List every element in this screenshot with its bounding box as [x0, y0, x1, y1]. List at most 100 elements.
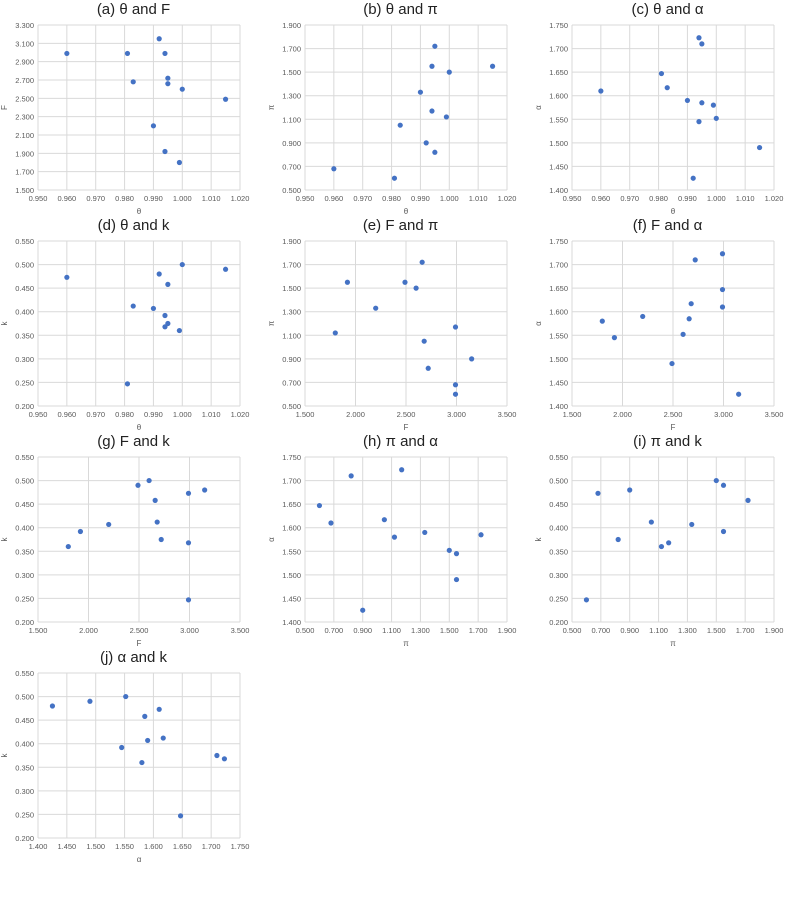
y-axis-label: α [534, 321, 543, 326]
data-point [77, 528, 84, 535]
x-tick-label: 0.990 [144, 194, 163, 203]
x-tick-label: 1.010 [469, 194, 488, 203]
x-axis-label: F [671, 423, 676, 432]
x-tick-label: 0.990 [411, 194, 430, 203]
x-tick-label: 3.000 [714, 410, 733, 419]
data-point [658, 70, 665, 77]
y-tick-label: 1.450 [549, 162, 568, 171]
data-point [710, 102, 716, 108]
chart-title: (a) θ and F [96, 1, 171, 18]
data-point [429, 63, 435, 69]
y-tick-label: 1.650 [549, 68, 568, 77]
y-tick-label: 0.500 [282, 186, 301, 195]
x-tick-label: 1.400 [29, 842, 48, 851]
y-axis-label: π [267, 320, 276, 326]
y-tick-label: 1.900 [282, 21, 301, 30]
y-tick-label: 2.500 [15, 94, 34, 103]
chart-panel: 0.950 0.960 0.970 0.980 0.990 1.000 1.010 1.020… [534, 0, 800, 216]
x-tick-label: 2.000 [346, 410, 365, 419]
x-tick-label: 1.300 [678, 626, 697, 635]
y-tick-label: 1.450 [549, 378, 568, 387]
y-tick-label: 1.700 [282, 477, 301, 486]
data-point [595, 490, 601, 496]
x-tick-label: 0.900 [620, 626, 639, 635]
x-tick-label: 1.750 [231, 842, 250, 851]
y-tick-label: 1.750 [549, 21, 568, 30]
data-point [469, 356, 475, 362]
x-tick-label: 0.700 [591, 626, 610, 635]
data-point [453, 576, 460, 583]
y-tick-label: 0.200 [15, 834, 34, 843]
y-tick-label: 1.100 [282, 115, 301, 124]
x-tick-label: 0.970 [86, 194, 105, 203]
y-tick-label: 0.300 [15, 571, 34, 580]
data-point [214, 752, 220, 759]
y-axis-label: F [0, 105, 9, 110]
chart-panel: 1.500 2.000 2.500 3.000 3.500 0.200 0.250 0.300… [0, 432, 267, 648]
x-tick-label: 2.000 [79, 626, 98, 635]
y-tick-label: 0.250 [15, 378, 34, 387]
x-tick-label: 1.500 [29, 626, 48, 635]
data-point [165, 320, 171, 327]
data-point [478, 532, 484, 538]
data-point [331, 166, 337, 172]
data-point [599, 318, 605, 324]
y-tick-label: 1.500 [282, 284, 301, 293]
x-tick-label: 1.600 [144, 842, 163, 851]
x-tick-label: 1.100 [382, 626, 401, 635]
y-tick-label: 0.300 [549, 571, 568, 580]
data-point [666, 540, 672, 546]
data-point [135, 482, 141, 488]
y-tick-label: 0.500 [282, 402, 301, 411]
data-point [152, 497, 158, 503]
data-point [664, 85, 670, 91]
data-point [176, 159, 182, 166]
chart-panel: 0.500 0.700 0.900 1.100 1.300 1.500 1.700 1.900… [267, 432, 534, 648]
data-point [615, 536, 621, 543]
data-point [156, 36, 162, 42]
y-tick-label: 0.400 [549, 524, 568, 533]
data-point [719, 304, 726, 310]
x-tick-label: 1.650 [173, 842, 192, 851]
data-point [688, 301, 694, 307]
data-point [185, 597, 192, 603]
data-point [489, 63, 496, 69]
data-point [417, 89, 424, 95]
x-tick-label: 0.960 [324, 194, 343, 203]
data-point [720, 528, 727, 535]
data-point [696, 119, 702, 125]
y-tick-label: 0.250 [15, 594, 34, 603]
x-tick-label: 1.500 [86, 842, 105, 851]
x-tick-label: 1.020 [231, 194, 250, 203]
y-tick-label: 0.300 [15, 355, 34, 364]
data-point [87, 698, 93, 704]
chart-svg: 1.400 1.450 1.500 1.550 1.600 1.650 1.700 1.750… [0, 669, 250, 864]
y-tick-label: 0.450 [15, 500, 34, 509]
y-tick-label: 0.500 [549, 477, 568, 486]
data-point [402, 279, 408, 285]
x-tick-label: 1.500 [296, 410, 315, 419]
x-tick-label: 1.010 [202, 194, 221, 203]
data-point [332, 330, 338, 336]
y-tick-label: 0.300 [15, 787, 34, 796]
x-tick-label: 1.500 [440, 626, 459, 635]
data-point [162, 50, 168, 57]
y-tick-label: 1.600 [549, 92, 568, 101]
x-tick-label: 1.700 [469, 626, 488, 635]
data-point [692, 257, 698, 263]
data-point [221, 756, 228, 762]
data-point [202, 487, 208, 493]
data-point [648, 519, 654, 525]
y-tick-label: 1.100 [282, 331, 301, 340]
data-point [381, 517, 387, 523]
data-point [719, 286, 726, 293]
x-tick-label: 1.020 [765, 194, 784, 203]
data-point [150, 305, 157, 312]
data-point [669, 360, 675, 367]
data-point [686, 316, 692, 322]
data-point [162, 312, 168, 319]
data-point [446, 69, 452, 75]
x-tick-label: 1.100 [649, 626, 668, 635]
x-tick-label: 0.990 [144, 410, 163, 419]
data-point [452, 324, 459, 330]
